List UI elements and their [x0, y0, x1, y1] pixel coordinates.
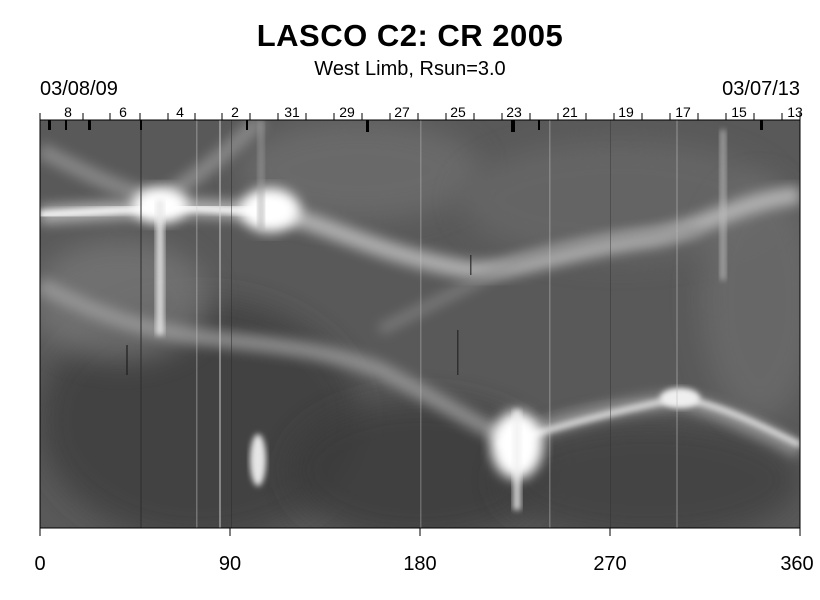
- top-tick-label: 23: [506, 104, 522, 120]
- top-tick-label: 13: [787, 104, 803, 120]
- bottom-tick-label: 0: [34, 553, 45, 575]
- top-tick-label: 17: [675, 104, 691, 120]
- top-tick-label: 6: [119, 104, 127, 120]
- chart-subtitle: West Limb, Rsun=3.0: [314, 58, 506, 80]
- bottom-tick-label: 360: [780, 553, 813, 575]
- bottom-tick-label: 180: [403, 553, 436, 575]
- top-tick-label: 4: [176, 104, 184, 120]
- top-tick-label: 2: [231, 104, 239, 120]
- top-tick-label: 31: [284, 104, 300, 120]
- top-axis: [39, 113, 801, 120]
- end-date-label: 03/07/13: [722, 78, 800, 100]
- bottom-tick-label: 90: [219, 553, 241, 575]
- top-tick-label: 21: [562, 104, 578, 120]
- bottom-axis: [39, 528, 801, 536]
- start-date-label: 03/08/09: [40, 78, 118, 100]
- chart-title: LASCO C2: CR 2005: [256, 18, 564, 53]
- top-tick-label: 19: [618, 104, 634, 120]
- data-gap-marks: [48, 120, 763, 132]
- top-tick-label: 8: [64, 104, 72, 120]
- top-tick-label: 27: [394, 104, 410, 120]
- top-tick-label: 29: [339, 104, 355, 120]
- coronal-image: [40, 120, 800, 528]
- bottom-tick-label: 270: [593, 553, 626, 575]
- top-tick-label: 15: [731, 104, 747, 120]
- top-tick-label: 25: [450, 104, 466, 120]
